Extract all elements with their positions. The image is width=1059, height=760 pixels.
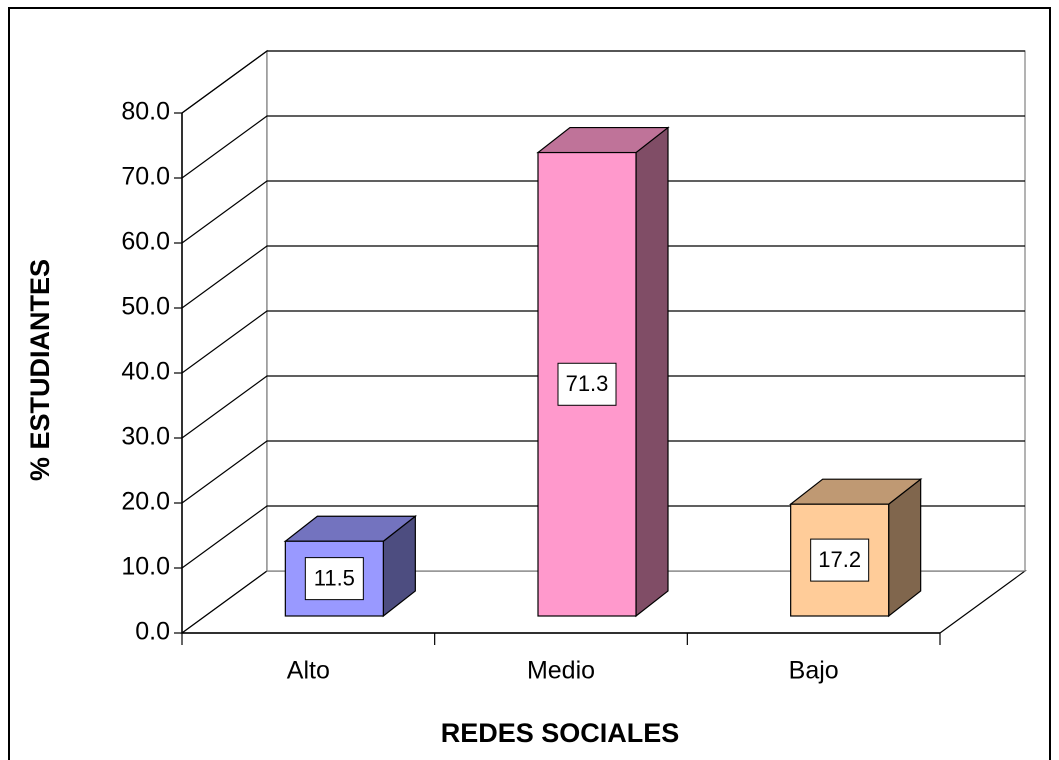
y-axis-title: % ESTUDIANTES	[25, 259, 55, 481]
bar	[283, 515, 418, 618]
value-label-box	[557, 362, 617, 406]
value-label-box	[810, 538, 870, 582]
grid-line	[181, 50, 1025, 114]
grid-line	[181, 245, 1025, 309]
y-tick-label: 60.0	[121, 228, 170, 256]
y-tick-label: 20.0	[121, 488, 170, 516]
y-tick-label: 70.0	[121, 163, 170, 191]
grid-line	[181, 440, 1025, 504]
value-label: 11.5	[314, 565, 355, 590]
grid-line	[181, 375, 1025, 439]
x-tick-label: Alto	[287, 657, 330, 685]
y-tick-label: 80.0	[121, 98, 170, 126]
y-tick-label: 10.0	[121, 553, 170, 581]
x-axis-title: REDES SOCIALES	[441, 718, 680, 748]
value-label: 71.3	[566, 371, 609, 396]
y-tick-label: 30.0	[121, 423, 170, 451]
grid-line	[181, 180, 1025, 244]
grid-line	[181, 505, 1025, 569]
value-label: 17.2	[818, 547, 861, 572]
x-tick-label: Bajo	[789, 657, 839, 685]
x-tick-label: Medio	[527, 657, 595, 685]
value-label-box	[304, 557, 364, 601]
y-tick-label: 0.0	[135, 618, 170, 646]
y-tick-label: 50.0	[121, 293, 170, 321]
bar-side	[635, 126, 669, 618]
grid-line	[181, 310, 1025, 374]
grid-line	[181, 115, 1025, 179]
y-tick-label: 40.0	[121, 358, 170, 386]
